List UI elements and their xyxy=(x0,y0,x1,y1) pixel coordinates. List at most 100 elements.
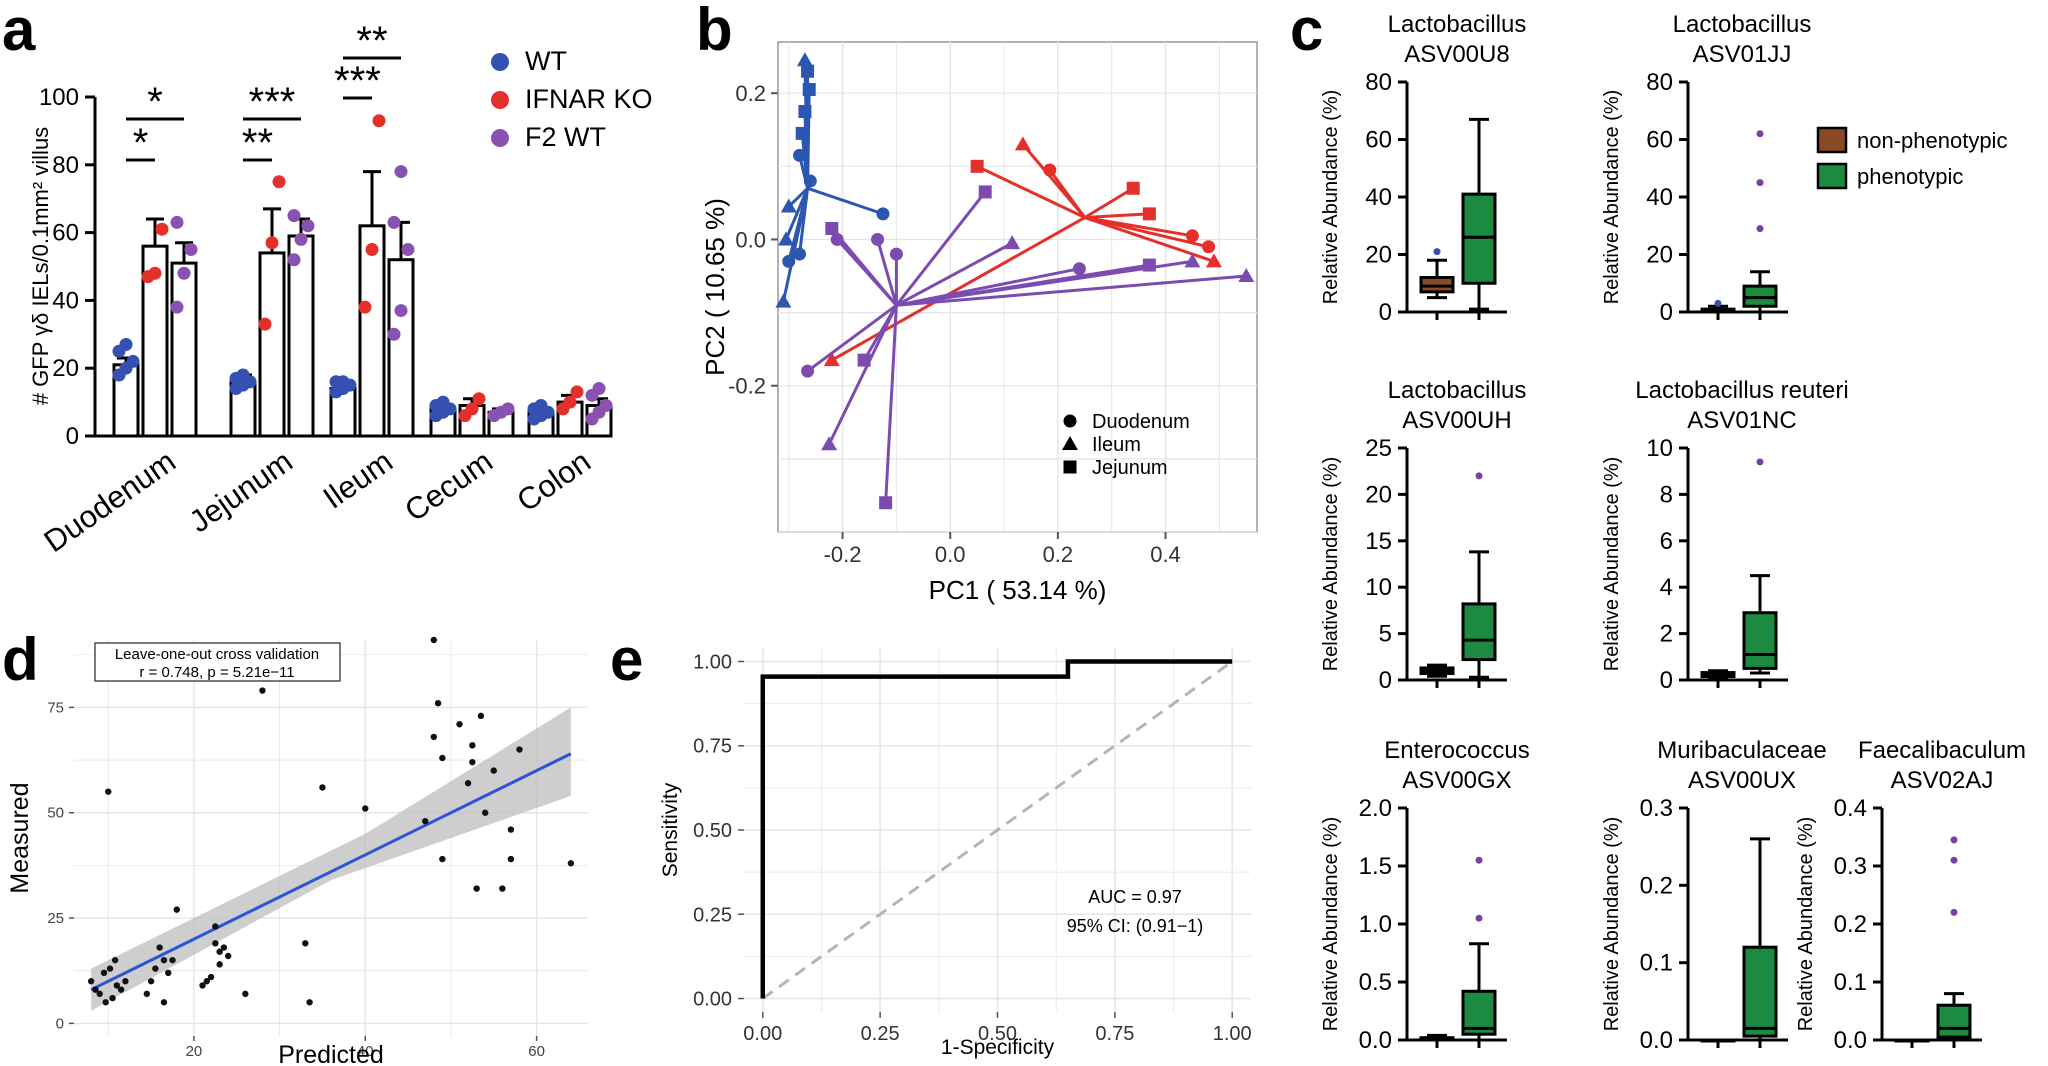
e-x-tick-label: 0.75 xyxy=(1095,1023,1134,1045)
e-y-tick-label: 0.50 xyxy=(693,820,732,842)
a-data-point xyxy=(563,395,577,409)
c-legend-label: phenotypic xyxy=(1857,164,1963,189)
c-subplot-title: Lactobacillus xyxy=(1388,11,1527,38)
c-subplot-title: ASV00UX xyxy=(1688,767,1796,794)
a-data-point xyxy=(472,392,486,406)
d-data-point xyxy=(147,978,155,985)
d-data-point xyxy=(87,978,95,985)
d-data-point xyxy=(434,699,442,707)
a-data-point xyxy=(177,266,191,280)
d-data-point xyxy=(216,948,223,955)
c-subplot-title: ASV01JJ xyxy=(1693,41,1792,68)
e-auc-label: AUC = 0.97 xyxy=(1088,887,1182,907)
e-y-tick-label: 0.00 xyxy=(693,989,732,1011)
c-subplot-title: ASV00GX xyxy=(1402,767,1511,794)
a-legend-label: F2 WT xyxy=(525,122,606,152)
d-data-point xyxy=(464,780,472,787)
e-y-tick-label: 1.00 xyxy=(693,651,732,673)
b-y-tick-label: 0.2 xyxy=(735,81,766,106)
c-box xyxy=(1461,602,1497,662)
d-y-tick-label: 75 xyxy=(47,699,64,716)
a-data-point xyxy=(258,317,272,331)
a-data-point xyxy=(155,222,169,236)
b-spider-line xyxy=(787,187,809,208)
b-legend-label: Duodenum xyxy=(1092,411,1190,433)
a-data-point xyxy=(265,236,279,250)
panel-label-d: d xyxy=(2,626,39,693)
b-point-circle xyxy=(1185,229,1199,243)
d-data-point xyxy=(113,982,121,989)
e-roc-curve xyxy=(760,659,1233,999)
a-sig-stars: * xyxy=(133,121,149,165)
d-data-point xyxy=(482,809,489,816)
a-sig-stars: *** xyxy=(334,59,381,103)
a-legend-label: IFNAR KO xyxy=(525,84,653,114)
c-y-tick-label: 0.3 xyxy=(1834,853,1867,880)
a-legend-marker xyxy=(491,129,509,147)
panel-a-bar-chart: 0 20 40 60 80 100 # GFP γδ IELs/0.1mm² villus D… xyxy=(28,19,653,559)
c-y-tick-label: 2.0 xyxy=(1359,795,1392,822)
b-legend-label: Ileum xyxy=(1092,434,1141,456)
a-data-point xyxy=(365,243,379,257)
panel-label-b: b xyxy=(696,0,733,63)
b-point-square xyxy=(857,353,871,367)
d-x-tick-label: 60 xyxy=(528,1043,545,1060)
e-x-tick-label: 0.00 xyxy=(743,1023,782,1045)
c-outlier xyxy=(1475,914,1483,922)
d-data-point xyxy=(490,767,497,774)
d-data-point xyxy=(203,978,210,985)
panel-label-c: c xyxy=(1290,0,1323,63)
b-spider-line xyxy=(976,164,1086,219)
d-data-point xyxy=(156,944,163,951)
d-data-point xyxy=(507,826,515,833)
d-confidence-band xyxy=(91,707,571,1011)
c-y-tick-label: 0.0 xyxy=(1834,1027,1867,1054)
a-data-point xyxy=(465,402,479,416)
a-data-point xyxy=(294,232,308,246)
d-data-point xyxy=(477,712,485,720)
c-legend-label: non-phenotypic xyxy=(1857,128,2007,153)
d-data-point xyxy=(422,817,429,825)
c-y-tick-label: 1.0 xyxy=(1359,911,1392,938)
d-data-point xyxy=(216,961,223,968)
a-data-point xyxy=(387,215,401,229)
c-outlier xyxy=(1756,458,1764,466)
b-point-triangle xyxy=(1205,253,1222,268)
d-y-axis-label: Measured xyxy=(6,782,34,893)
c-y-tick-label: 40 xyxy=(1365,184,1392,211)
a-data-point xyxy=(436,395,450,409)
c-y-tick-label: 10 xyxy=(1646,435,1673,462)
c-y-tick-label: 80 xyxy=(1646,69,1673,96)
b-x-tick-label: 0.0 xyxy=(935,542,966,567)
d-data-point xyxy=(220,944,228,951)
c-subplot-title: Faecalibaculum xyxy=(1858,737,2026,764)
c-y-tick-label: 0 xyxy=(1660,667,1673,694)
a-y-tick-label: 40 xyxy=(52,287,79,314)
e-y-tick-label: 0.25 xyxy=(693,904,732,926)
d-data-point xyxy=(212,923,219,930)
a-data-point xyxy=(570,385,584,399)
a-data-point xyxy=(170,300,184,314)
a-data-point xyxy=(401,243,415,257)
b-point-triangle xyxy=(821,436,838,451)
d-data-point xyxy=(430,733,437,741)
c-y-tick-label: 20 xyxy=(1646,242,1673,269)
a-data-point xyxy=(184,243,198,257)
c-y-tick-label: 80 xyxy=(1365,69,1392,96)
a-data-point xyxy=(534,398,548,412)
b-point-circle xyxy=(1072,262,1086,276)
b-spider-line xyxy=(798,188,810,255)
d-data-point xyxy=(165,969,172,977)
d-data-point xyxy=(439,754,446,762)
d-y-tick-label: 50 xyxy=(47,805,64,822)
d-data-point xyxy=(96,990,103,998)
d-data-point xyxy=(567,860,575,867)
b-legend-marker-square xyxy=(1063,460,1077,474)
b-point-square xyxy=(801,64,815,78)
a-bar xyxy=(258,251,286,438)
e-ci-label: 95% CI: (0.91−1) xyxy=(1067,916,1204,936)
b-legend-marker-circle xyxy=(1063,414,1077,428)
a-data-point xyxy=(301,219,315,233)
c-y-tick-label: 1.5 xyxy=(1359,853,1392,880)
d-y-tick-label: 25 xyxy=(47,910,64,927)
